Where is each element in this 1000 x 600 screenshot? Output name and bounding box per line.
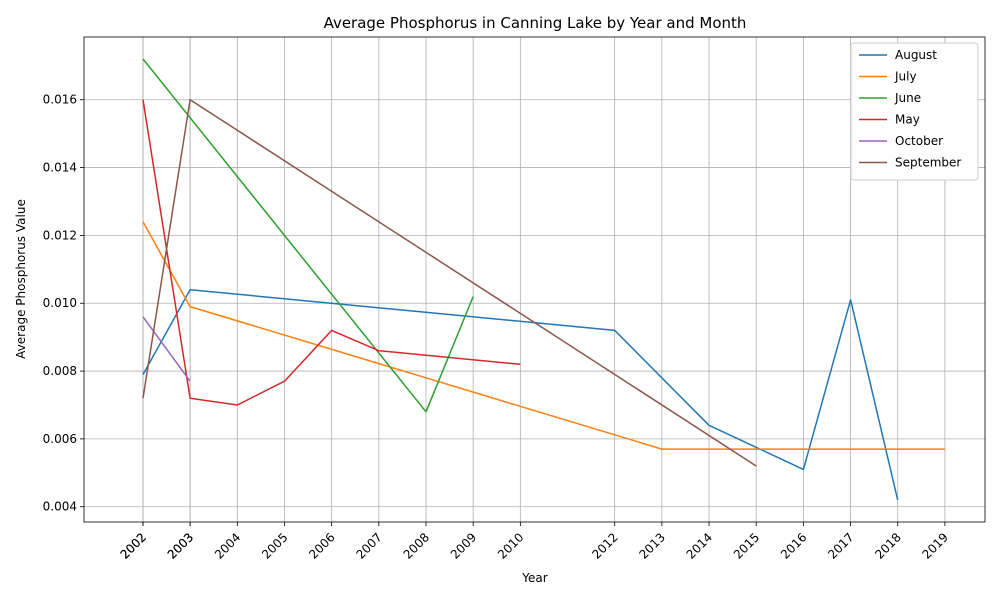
chart-title: Average Phosphorus in Canning Lake by Ye… [324,14,747,32]
series-line-july [142,221,945,450]
legend-label: October [895,134,943,148]
legend-label: September [895,156,961,170]
x-tick-label: 2013 [636,530,667,561]
series-line-june [142,58,474,413]
series-line-may [142,99,521,406]
y-tick-label: 0.008 [43,364,77,378]
legend-label: May [895,113,920,127]
x-tick-label: 2007 [353,530,384,561]
x-tick-label: 2016 [778,530,809,561]
y-axis-label: Average Phosphorus Value [14,199,28,359]
x-tick-label: 2006 [306,530,337,561]
x-tick-label: 2009 [448,530,479,561]
y-tick-label: 0.010 [43,296,77,310]
y-axis-ticks: 0.004 0.006 0.008 0.010 0.012 0.014 0.016 [43,93,84,514]
series-line-october [142,316,191,382]
x-tick-label: 2012 [589,530,620,561]
legend-label: July [894,70,917,84]
series-line-august [142,288,899,501]
legend-label: August [895,48,937,62]
x-tick-label: 2014 [684,530,715,561]
legend: August July June May October September [850,42,979,181]
x-tick-label: 2008 [401,530,432,561]
y-tick-label: 0.006 [43,432,77,446]
y-tick-label: 0.012 [43,228,77,242]
x-tick-label: 2010 [495,530,526,561]
legend-label: June [894,91,921,105]
x-tick-label: 2002 [118,530,149,561]
x-tick-label: 2003 [165,530,196,561]
grid-lines [84,37,985,522]
y-tick-label: 0.016 [43,93,77,107]
x-tick-label: 2018 [872,530,903,561]
x-tick-label: 2015 [731,530,762,561]
plot-frame [83,36,986,523]
x-tick-label: 2017 [825,530,856,561]
series-lines [142,58,945,501]
x-tick-label: 2019 [920,530,951,561]
x-axis-label: Year [521,571,547,585]
x-tick-label: 2004 [212,530,243,561]
x-tick-label: 2005 [259,530,290,561]
y-tick-label: 0.004 [43,500,77,514]
series-line-september [142,98,757,467]
y-tick-label: 0.014 [43,161,77,175]
